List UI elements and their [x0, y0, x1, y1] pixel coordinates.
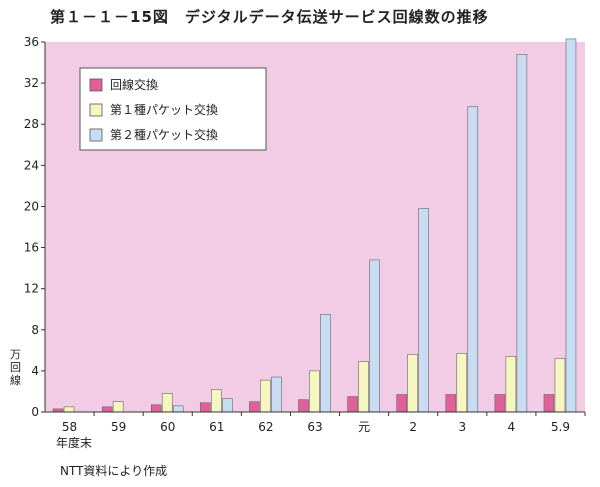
y-tick-label: 36 [24, 35, 39, 49]
bar-series-2-6 [369, 259, 380, 413]
y-tick-label: 4 [31, 364, 39, 378]
bar-series-0-7 [396, 394, 407, 413]
y-axis-title: 万 回 線 [10, 348, 21, 387]
y-tick-label: 12 [24, 282, 39, 296]
y-tick-label: 32 [24, 76, 39, 90]
bar-series-0-4 [249, 401, 260, 413]
bar-series-1-3 [211, 389, 222, 413]
bar-series-2-10 [565, 38, 577, 413]
bar-series-2-8 [467, 106, 479, 413]
bar-series-2-2 [172, 405, 184, 413]
legend-swatch-2 [89, 128, 103, 142]
x-tick-label: 4 [508, 420, 516, 434]
bar-series-1-4 [260, 379, 271, 413]
x-tick-label: 元 [358, 420, 370, 434]
y-tick-label: 8 [31, 323, 39, 337]
legend-label-0: 回線交換 [110, 77, 158, 92]
x-axis-title: 年度末 [56, 435, 92, 450]
x-tick-label: 61 [209, 420, 224, 434]
bar-series-1-6 [358, 361, 369, 413]
y-tick-label: 16 [24, 241, 39, 255]
chart-title: 第１－１－15図 デジタルデータ伝送サービス回線数の推移 [50, 8, 489, 26]
y-tick-label: 24 [24, 158, 39, 172]
x-tick-label: 62 [258, 420, 273, 434]
legend-swatch-0 [89, 78, 103, 92]
bar-series-1-8 [456, 353, 468, 413]
x-tick-label: 3 [458, 420, 466, 434]
bar-series-1-5 [309, 370, 320, 413]
y-ticks: 0 4 8 12 16 20 24 28 32 36 [24, 35, 45, 419]
y-tick-label: 0 [31, 405, 39, 419]
bar-series-2-7 [418, 208, 429, 413]
bar-series-0-5 [298, 399, 309, 413]
x-ticks: 58 59 60 61 62 63 元 2 3 4 5.9 [62, 412, 586, 434]
bar-series-0-10 [543, 394, 555, 413]
x-tick-label: 5.9 [551, 420, 570, 434]
bar-series-2-5 [320, 314, 331, 413]
bar-series-0-9 [494, 394, 506, 413]
bar-series-0-3 [200, 402, 211, 413]
x-tick-label: 59 [111, 420, 126, 434]
bar-series-1-2 [161, 393, 173, 413]
x-tick-label: 60 [160, 420, 175, 434]
legend-label-2: 第２種パケット交換 [110, 127, 218, 142]
bar-series-1-1 [112, 401, 124, 413]
x-tick-label: 63 [307, 420, 322, 434]
x-tick-label: 2 [409, 420, 417, 434]
legend-label-1: 第１種パケット交換 [110, 102, 218, 117]
y-axis-title-char-1: 万 [10, 348, 21, 361]
y-tick-label: 20 [24, 199, 39, 213]
x-tick-label: 58 [62, 420, 77, 434]
bar-series-2-3 [222, 398, 233, 413]
bar-series-2-9 [516, 54, 528, 413]
bar-series-1-0 [63, 406, 75, 413]
y-axis-title-char-2: 回 [10, 361, 21, 374]
legend: 回線交換 第１種パケット交換 第２種パケット交換 [79, 67, 267, 151]
legend-swatch-1 [89, 103, 103, 117]
bar-series-0-1 [101, 406, 113, 413]
source-note: NTT資料により作成 [60, 464, 168, 478]
legend-box [79, 67, 267, 151]
bar-series-0-2 [150, 404, 162, 413]
y-axis-title-char-3: 線 [10, 373, 21, 387]
bar-series-1-9 [505, 356, 517, 413]
bar-series-1-10 [554, 358, 566, 413]
bar-series-2-4 [271, 376, 282, 413]
bar-series-0-8 [445, 394, 457, 413]
axes [44, 42, 585, 413]
bar-series-1-7 [407, 354, 418, 413]
y-tick-label: 28 [24, 117, 39, 131]
bar-series-0-6 [347, 396, 358, 413]
